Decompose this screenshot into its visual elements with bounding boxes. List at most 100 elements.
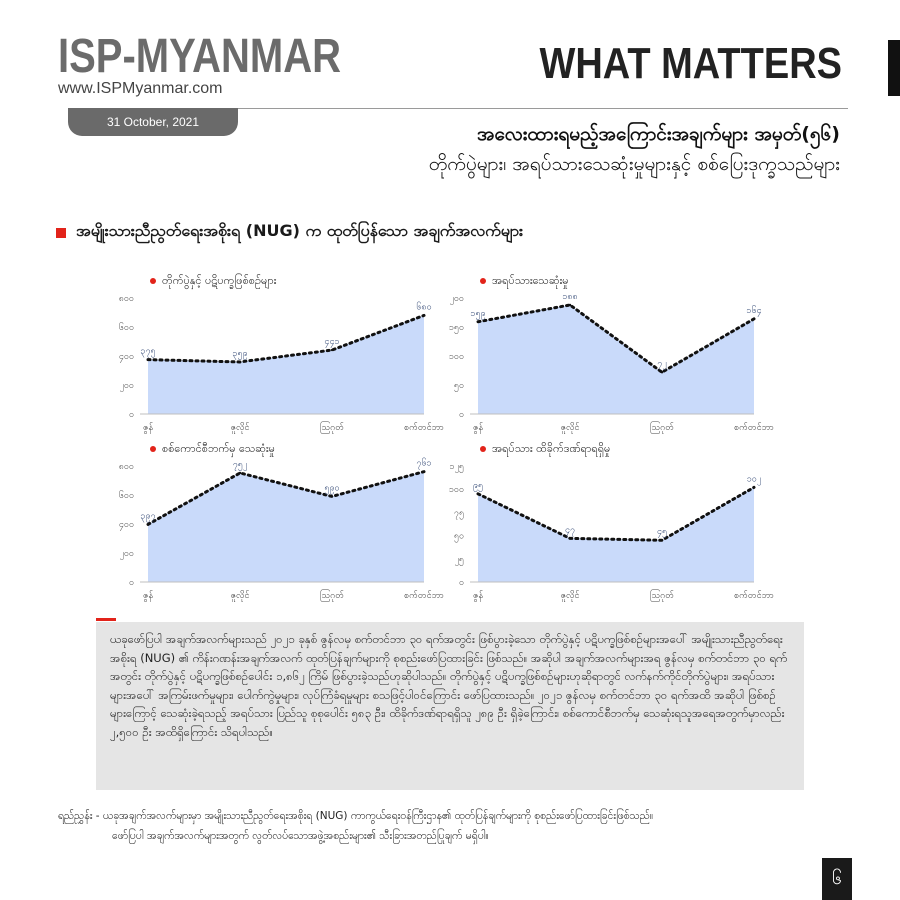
data-point [476,320,480,323]
x-tick-label: ဇူလိုင် [561,590,580,602]
x-tick-label: ဇူလိုင် [561,422,580,434]
data-point [238,360,242,364]
chart-military-deaths: စစ်ကောင်စီဘက်မှ သေဆုံးမှု ၀ ၂၀၀ ၄၀၀ ၆၀၀ ၈၀၀၃… [108,442,448,616]
data-point [660,371,664,374]
y-tick-label: ၀ [129,578,134,588]
data-point [330,495,334,498]
chart-title: စစ်ကောင်စီဘက်မှ သေဆုံးမှု [162,442,275,455]
chart-title: တိုက်ပွဲနှင့် ပဋိပက္ခဖြစ်စဉ်များ [162,274,277,287]
data-label: ၃၉၇ [140,511,155,522]
data-point [422,314,426,317]
data-label: ၁၆၄ [746,305,761,317]
x-tick-label: ဇူလိုင် [231,422,250,434]
y-tick-label: ၂၅ [455,555,464,566]
y-tick-label: ၀ [459,410,464,420]
series-area [148,471,424,582]
data-label: ၃၅၉ [232,349,247,360]
data-point [568,303,572,307]
y-tick-label: ၅၀ [454,381,464,392]
legend-dot-icon [150,278,156,284]
data-label: ၁၅၉ [470,309,485,320]
series-line [476,303,756,375]
side-marker [888,40,900,96]
page-title: အလေးထားရမည့်အကြောင်းအချက်များ အမှတ်(၅၆) [477,123,840,145]
x-tick-label: ဩဂုတ် [320,421,345,434]
x-tick-label: ဇွန် [143,590,154,602]
x-tick-label: စက်တင်ဘာ [734,422,774,433]
y-tick-label: ၈၀၀ [119,462,134,472]
note-accent-line [96,618,116,621]
tagline: WHAT MATTERS [539,40,842,89]
data-label: ၇၆၁ [416,458,431,470]
data-label: ၇၅၂ [233,460,248,471]
data-label: ၉၅ [473,481,483,492]
section-title: အမျိုးသားညီညွတ်ရေးအစိုးရ (NUG) က ထုတ်ပြန… [76,221,524,240]
data-point [146,523,150,526]
data-point [330,348,334,352]
series-area [478,487,754,582]
data-label: ၄၅ [657,527,667,538]
x-tick-label: ဩဂုတ် [320,589,345,602]
chart-title-wrap: အရပ်သားသေဆုံးမှု [480,274,569,290]
y-tick-label: ၄၀၀ [119,520,134,531]
data-label: ၅၉၀ [324,483,339,494]
summary-text: ယခုဖော်ပြပါ အချက်အလက်များသည် ၂၀၂၁ ခုနှစ်… [110,632,788,739]
y-tick-label: ၆၀၀ [119,490,134,501]
data-point [476,492,480,496]
data-point [146,358,150,361]
chart-title: အရပ်သားသေဆုံးမှု [492,274,569,287]
y-tick-label: ၄၀၀ [119,352,134,363]
x-tick-label: ဇွန် [473,422,484,434]
data-label: ၄၄၁ [324,337,339,348]
x-tick-label: ဇွန် [143,422,154,434]
series-line [146,313,426,364]
data-label: ၄၇ [565,525,575,536]
header-divider [68,108,848,109]
data-point [660,539,664,542]
x-tick-label: ဇွန် [473,590,484,602]
chart-civilian-deaths: အရပ်သားသေဆုံးမှု ၀ ၅၀ ၁၀၀ ၁၅၀ ၂၀၀ ၁၅၉ ဇွန် ၁၈၈ဇ… [438,274,778,448]
chart-title: အရပ်သား ထိခိုက်ဒဏ်ရာရရှိမှု [492,442,611,455]
chart-battles: တိုက်ပွဲနှင့် ပဋိပက္ခဖြစ်စဉ်များ ၀ ၂၀၀ ၄၀၀… [108,274,448,448]
x-tick-label: စက်တင်ဘာ [404,422,444,433]
data-point [568,537,572,540]
y-tick-label: ၁၀၀ [449,485,464,495]
date-badge: 31 October, 2021 [68,108,238,136]
footnote-reference: ရည်ညွှန်း - ယခုအချက်အလက်များမှာ အမျိုးသာ… [58,810,654,822]
y-tick-label: ၅၀ [454,532,464,543]
series-area [478,304,754,414]
series-line [146,470,426,526]
y-tick-label: ၈၀၀ [119,294,134,304]
legend-dot-icon [150,446,156,452]
website-url[interactable]: www.ISPMyanmar.com [58,80,223,97]
page-number: ၆ [822,858,852,900]
y-tick-label: ၁၀၀ [449,352,464,362]
data-label: ၁၈၈ [562,292,577,302]
data-point [422,470,426,473]
summary-note: ယခုဖော်ပြပါ အချက်အလက်များသည် ၂၀၂၁ ခုနှစ်… [96,622,804,790]
y-tick-label: ၀ [129,410,134,420]
y-tick-label: ၂၀၀ [119,549,134,560]
data-label: ၃၇၅ [140,347,155,358]
data-label: ၇၂ [657,359,666,370]
data-label: ၁၀၂ [747,474,762,485]
x-tick-label: ဇူလိုင် [231,590,250,602]
page-subtitle: တိုက်ပွဲများ၊ အရပ်သားသေဆုံးမှုများနှင့် … [428,153,840,175]
footnote-disclaimer: ဖော်ပြပါ အချက်အလက်များအတွက် လွတ်လပ်သောအဖ… [112,830,489,842]
x-tick-label: စက်တင်ဘာ [734,590,774,601]
y-tick-label: ၂၀၀ [449,294,464,305]
chart-title-wrap: အရပ်သား ထိခိုက်ဒဏ်ရာရရှိမှု [480,442,610,458]
brand-logo: ISP-MYANMAR [58,30,341,83]
data-point [752,317,756,321]
data-point [752,486,756,489]
x-tick-label: စက်တင်ဘာ [404,590,444,601]
y-tick-label: ၇၅ [454,508,464,519]
x-tick-label: ဩဂုတ် [650,589,675,602]
data-point [238,471,242,475]
chart-title-wrap: စစ်ကောင်စီဘက်မှ သေဆုံးမှု [150,442,275,458]
chart-civilian-injuries: အရပ်သား ထိခိုက်ဒဏ်ရာရရှိမှု ၀ ၂၅ ၅၀ ၇၅ ၁၀၀ ၁၂… [438,442,778,616]
